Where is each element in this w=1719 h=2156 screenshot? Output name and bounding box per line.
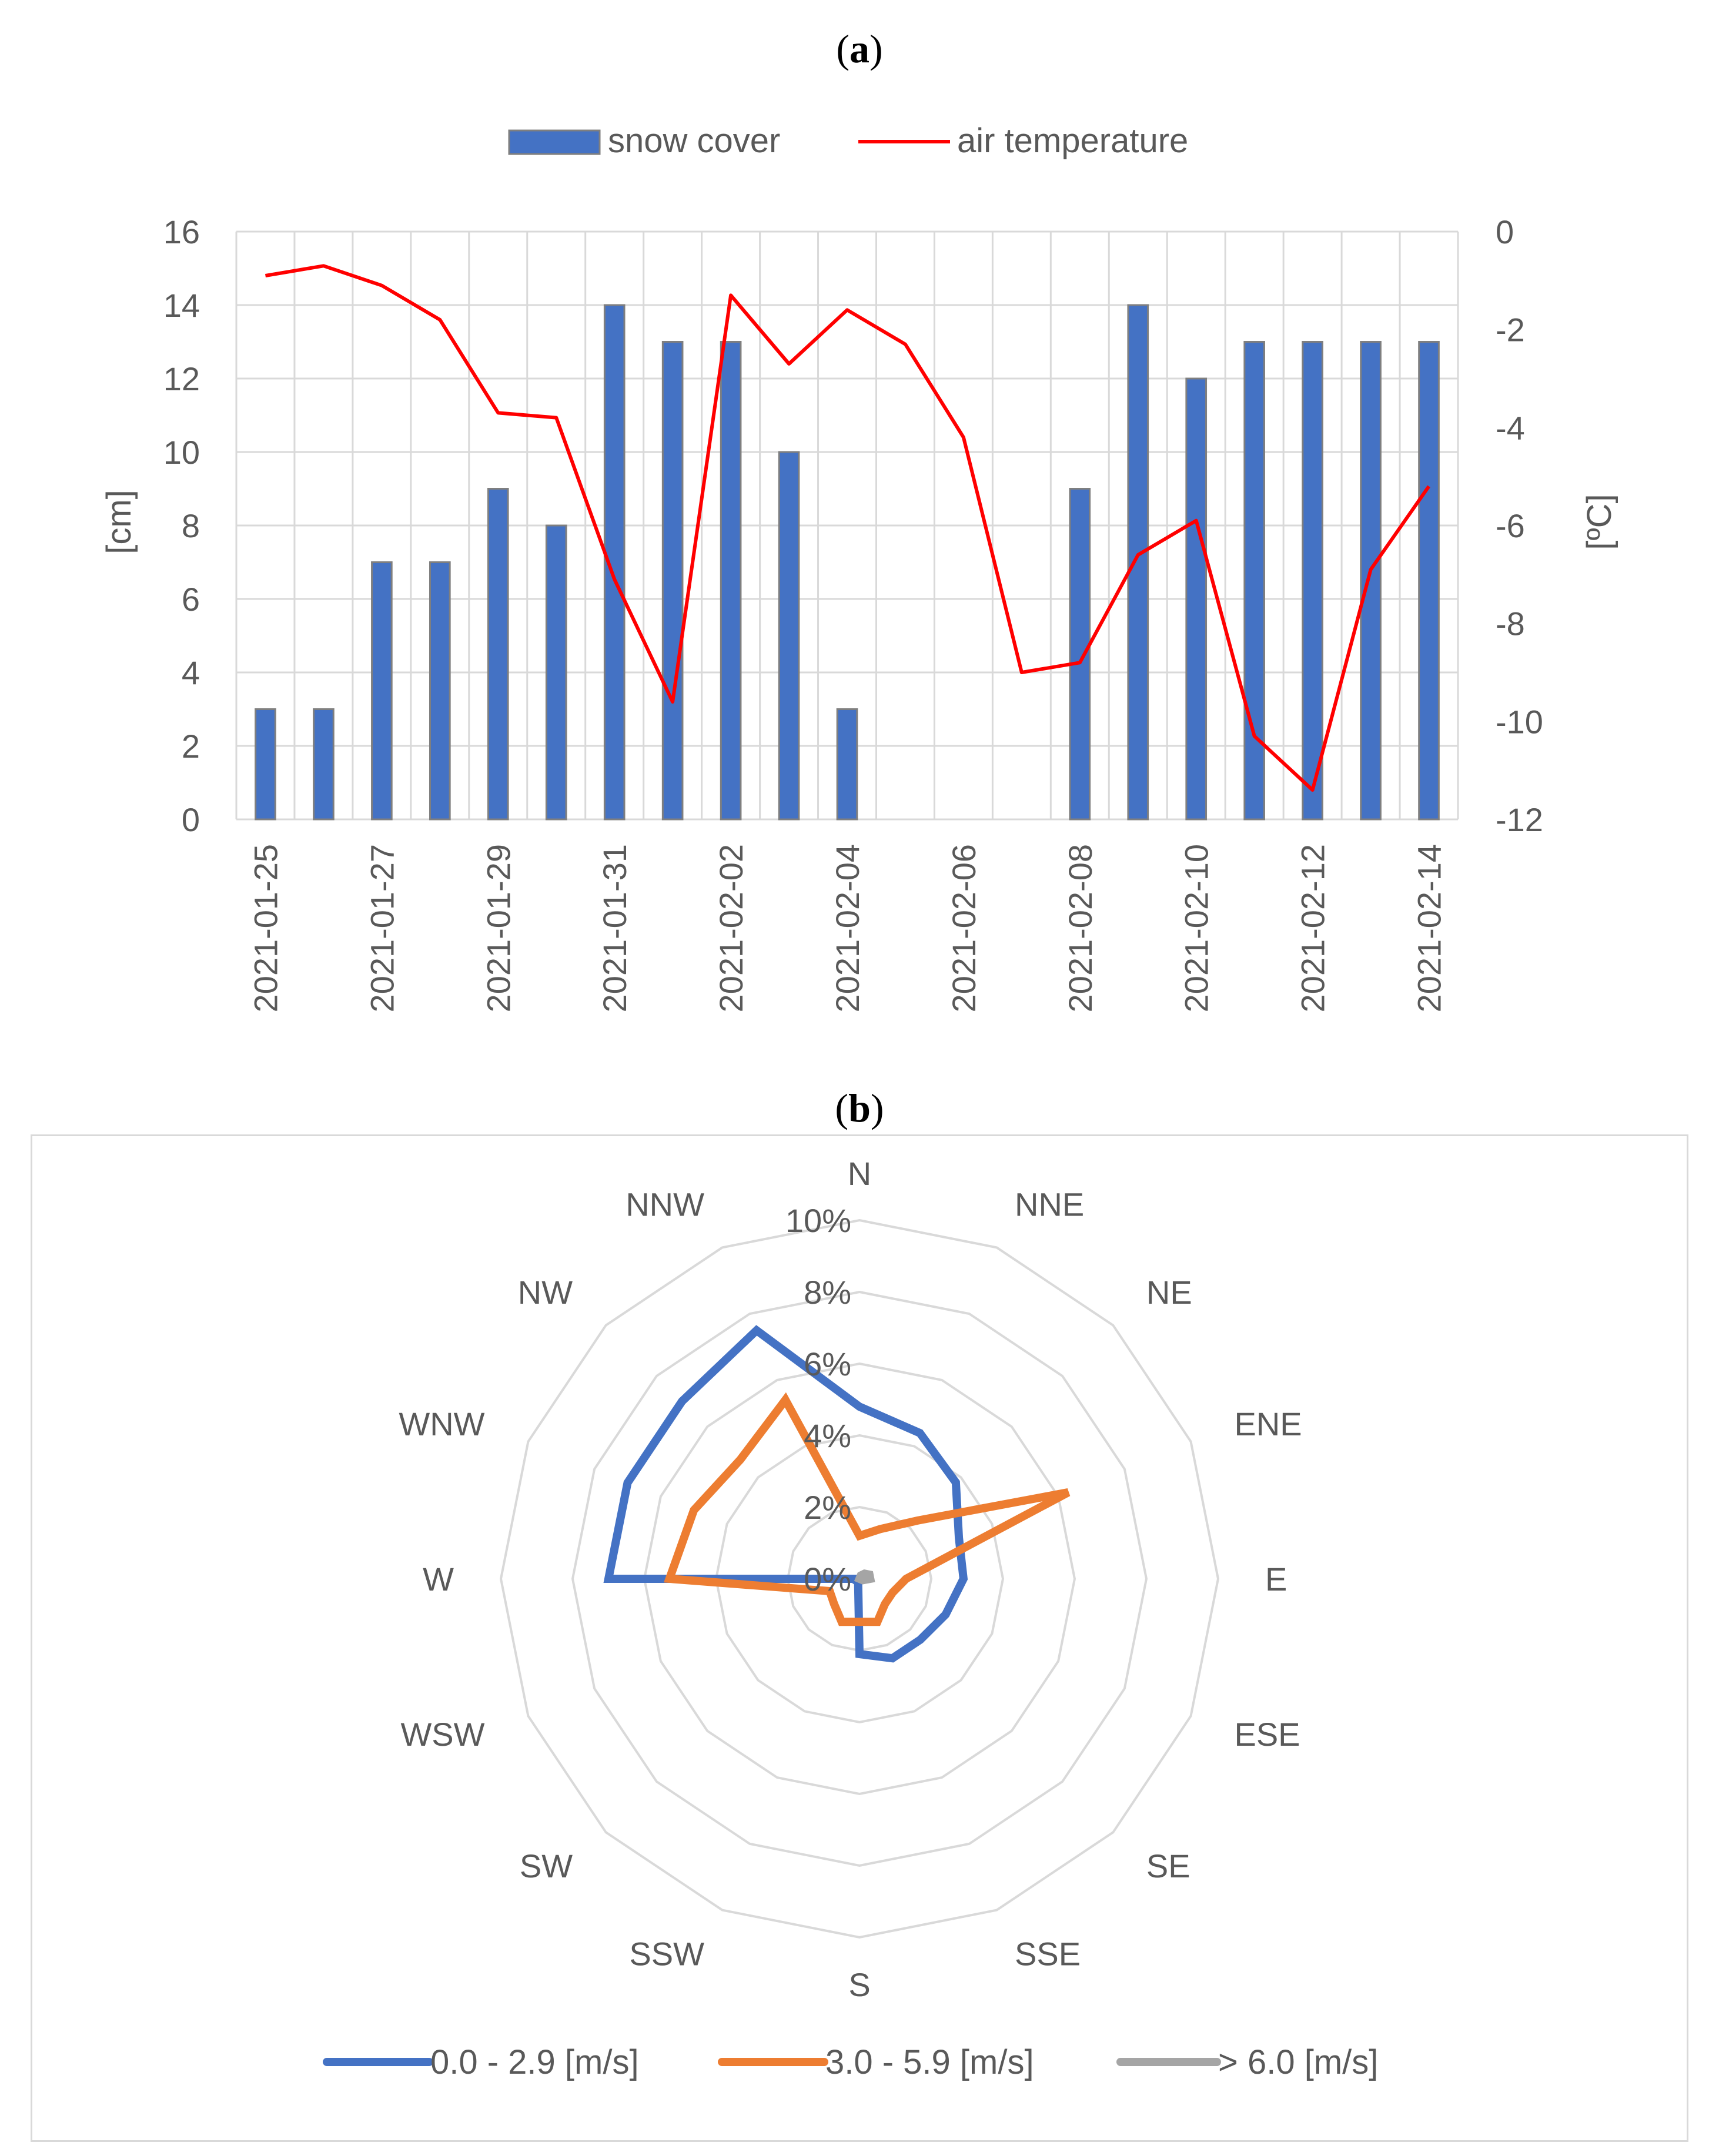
wind-rose-radial-ticks: 0% 2% 4% 6% 8% 10% [785, 1202, 851, 1598]
x-tick-label-4: 2021-02-02 [713, 844, 750, 1012]
snow-bar-2021-02-11 [1243, 341, 1265, 821]
y-tick-label-6: 12 [163, 360, 200, 397]
chart-a-temperature-line [265, 264, 1430, 792]
direction-label-W: W [423, 1561, 454, 1598]
y-right-tick-label-5: -10 [1496, 703, 1543, 740]
direction-label-NNE: NNE [1015, 1186, 1084, 1223]
snow-bar-2021-02-03 [778, 451, 800, 821]
air-temperature-line [265, 264, 1430, 792]
radial-tick-label-3: 6% [804, 1345, 851, 1382]
y-tick-label-2: 4 [182, 654, 200, 691]
direction-label-E: E [1265, 1561, 1287, 1598]
direction-label-SSW: SSW [629, 1935, 704, 1972]
x-tick-label-9: 2021-02-12 [1295, 844, 1332, 1012]
radial-tick-label-5: 10% [785, 1202, 851, 1239]
x-tick-label-7: 2021-02-08 [1062, 844, 1099, 1012]
snow-bar-2021-01-28 [429, 561, 451, 821]
y-right-tick-label-0: 0 [1496, 213, 1514, 250]
chart-a-right-axis-ticks: 0 -2 -4 -6 -8 -10 -12 [1496, 213, 1543, 838]
x-tick-label-8: 2021-02-10 [1178, 844, 1215, 1012]
snow-bar-2021-01-25 [255, 708, 276, 821]
snow-bar-2021-02-12 [1302, 341, 1323, 821]
chart-a-legend: snow cover air temperature [508, 122, 1188, 160]
snow-bar-2021-01-26 [313, 708, 335, 821]
wind-rose-direction-labels: N NNE NE ENE E ESE SE SSE S SSW SW WSW W WNW NW NNW [399, 1155, 1302, 2003]
grid-ring-3 [643, 1362, 1076, 1796]
chart-a-bars [255, 304, 1440, 821]
radial-tick-label-2: 4% [804, 1417, 851, 1454]
radial-tick-label-4: 8% [804, 1274, 851, 1311]
y-tick-label-1: 2 [182, 728, 200, 765]
y-tick-label-7: 14 [163, 287, 200, 324]
snow-bar-2021-02-14 [1418, 341, 1440, 821]
x-tick-label-5: 2021-02-04 [829, 844, 866, 1012]
y-right-tick-label-6: -12 [1496, 801, 1543, 838]
y-tick-label-8: 16 [163, 213, 200, 250]
chart-a-x-axis-ticks: 2021-01-25 2021-01-27 2021-01-29 2021-01-31… [247, 844, 1447, 1012]
snow-bar-2021-02-02 [720, 341, 742, 821]
y-right-tick-label-1: -2 [1496, 312, 1525, 349]
wind-series-1 [664, 1392, 1071, 1626]
x-tick-label-0: 2021-01-25 [247, 844, 284, 1012]
y-tick-label-5: 10 [163, 434, 200, 471]
y-tick-label-3: 6 [182, 581, 200, 618]
chart-a-right-axis-label: [ºC] [1580, 494, 1618, 550]
y-tick-label-4: 8 [182, 507, 200, 544]
snow-bar-2021-01-27 [371, 561, 393, 821]
grid-ring-4 [571, 1290, 1148, 1867]
snow-bar-2021-01-30 [545, 524, 567, 821]
wind-rose-frame [31, 1134, 1688, 2142]
x-tick-label-1: 2021-01-27 [363, 844, 400, 1012]
chart-a-left-axis-ticks: 0 2 4 6 8 10 12 14 16 [163, 213, 200, 838]
snow-bar-2021-01-29 [487, 488, 509, 821]
x-tick-label-10: 2021-02-14 [1411, 844, 1448, 1012]
legend-label-mid-speed: 3.0 - 5.9 [m/s] [825, 2043, 1034, 2081]
panel-a-label: (a) [836, 26, 883, 71]
direction-label-NE: NE [1146, 1274, 1192, 1311]
panel-b-label: (b) [835, 1086, 884, 1130]
legend-label-high-speed: > 6.0 [m/s] [1218, 2043, 1378, 2081]
x-tick-label-3: 2021-01-31 [596, 844, 633, 1012]
y-tick-label-0: 0 [182, 801, 200, 838]
snow-bar-2021-02-04 [836, 708, 858, 821]
wind-series-2 [854, 1569, 875, 1585]
direction-label-ENE: ENE [1234, 1405, 1302, 1442]
legend-swatch-snow-cover [508, 129, 601, 155]
snow-bar-2021-02-13 [1360, 341, 1382, 821]
y-right-tick-label-3: -6 [1496, 507, 1525, 544]
x-tick-label-6: 2021-02-06 [945, 844, 982, 1012]
chart-a-y-axis-label: [cm] [100, 490, 138, 554]
direction-label-S: S [848, 1966, 870, 2003]
direction-label-ESE: ESE [1234, 1716, 1300, 1753]
radial-tick-label-0: 0% [804, 1561, 851, 1598]
direction-label-NW: NW [518, 1274, 573, 1311]
x-tick-label-2: 2021-01-29 [480, 844, 517, 1012]
direction-label-WNW: WNW [399, 1405, 484, 1442]
direction-label-SSE: SSE [1015, 1935, 1081, 1972]
snow-bar-2021-02-01 [661, 341, 684, 821]
grid-ring-5 [499, 1218, 1220, 1939]
snow-bar-2021-02-09 [1127, 304, 1149, 821]
snow-bar-2021-02-10 [1185, 377, 1208, 821]
wind-rose-series [603, 1325, 1071, 1663]
wind-series-0 [603, 1325, 968, 1663]
direction-label-SW: SW [520, 1847, 573, 1884]
radial-tick-label-1: 2% [804, 1489, 851, 1526]
y-right-tick-label-4: -8 [1496, 605, 1525, 642]
wind-rose-legend: 0.0 - 2.9 [m/s] 3.0 - 5.9 [m/s] > 6.0 [m… [323, 2043, 1378, 2081]
direction-label-NNW: NNW [626, 1186, 704, 1223]
y-right-tick-label-2: -4 [1496, 409, 1525, 446]
legend-label-low-speed: 0.0 - 2.9 [m/s] [430, 2043, 639, 2081]
snow-temperature-chart: snow cover air temperature 0 2 4 6 8 10 12 14 16… [100, 122, 1618, 1012]
direction-label-SE: SE [1146, 1847, 1190, 1884]
direction-label-WSW: WSW [400, 1716, 484, 1753]
legend-label-air-temperature: air temperature [957, 122, 1188, 160]
direction-label-N: N [848, 1155, 871, 1192]
legend-label-snow-cover: snow cover [608, 122, 780, 160]
